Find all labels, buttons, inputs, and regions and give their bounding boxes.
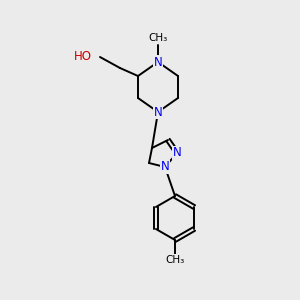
Text: CH₃: CH₃ [148,33,168,43]
Text: HO: HO [74,50,92,64]
Text: N: N [160,160,169,173]
Text: N: N [172,146,182,160]
Text: N: N [154,106,162,118]
Text: CH₃: CH₃ [165,255,184,265]
Text: N: N [154,56,162,68]
